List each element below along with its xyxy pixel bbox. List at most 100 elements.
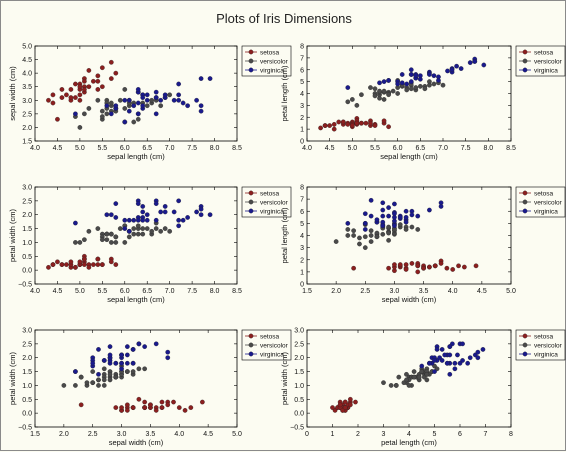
data-point-versicolor [372, 93, 378, 99]
data-point-setosa [330, 405, 335, 410]
data-point-versicolor [368, 239, 374, 244]
data-point-versicolor [122, 240, 128, 245]
data-point-virginica [136, 341, 142, 347]
y-tick-label: 4 [300, 91, 304, 98]
x-tick-label: 8 [509, 431, 513, 438]
data-point-versicolor [131, 231, 137, 237]
data-point-versicolor [397, 222, 403, 227]
data-point-setosa [68, 95, 74, 100]
y-tick-label: 0 [300, 282, 304, 289]
data-point-virginica [480, 347, 486, 352]
data-point-setosa [113, 405, 119, 410]
data-point-virginica [119, 366, 124, 372]
data-point-setosa [318, 125, 323, 131]
data-point-setosa [99, 84, 105, 90]
data-point-virginica [362, 211, 368, 217]
data-point-versicolor [135, 223, 141, 229]
x-tick-label: 3 [382, 431, 386, 438]
data-point-versicolor [113, 234, 119, 240]
data-point-virginica [432, 358, 437, 363]
x-tick-label: 1.5 [302, 288, 312, 295]
legend-marker-setosa [248, 190, 254, 196]
data-point-virginica [392, 223, 397, 229]
data-point-virginica [185, 215, 190, 220]
x-tick-label: 2 [356, 431, 360, 438]
data-point-setosa [342, 399, 348, 405]
data-point-versicolor [345, 99, 351, 105]
data-point-versicolor [377, 95, 382, 101]
x-tick-label: 4.5 [325, 145, 335, 152]
data-point-versicolor [359, 92, 364, 98]
data-point-setosa [353, 399, 358, 405]
data-point-setosa [124, 408, 130, 413]
data-point-versicolor [153, 226, 159, 231]
x-tick-label: 3.0 [117, 431, 127, 438]
data-point-virginica [467, 355, 473, 361]
data-point-virginica [431, 73, 437, 79]
data-point-versicolor [122, 106, 128, 111]
series-virginica [73, 341, 171, 377]
data-point-virginica [153, 89, 159, 95]
legend-label-virginica: virginica [534, 208, 558, 215]
x-tick-label: 5.5 [370, 145, 380, 152]
data-point-versicolor [101, 377, 107, 383]
data-point-versicolor [117, 226, 123, 231]
data-point-versicolor [406, 383, 412, 388]
x-tick-label: 4.0 [30, 145, 40, 152]
data-point-virginica [144, 97, 150, 103]
y-tick-label: 4 [300, 233, 304, 240]
data-point-versicolor [61, 383, 67, 388]
data-point-versicolor [136, 366, 142, 372]
data-point-versicolor [130, 369, 136, 374]
data-point-versicolor [99, 114, 105, 119]
data-point-versicolor [390, 88, 396, 94]
data-point-virginica [457, 360, 463, 366]
x-tick-label: 3.0 [390, 288, 400, 295]
x-tick-label: 7 [484, 431, 488, 438]
legend-marker-versicolor [248, 342, 254, 348]
x-tick-label: 5.0 [75, 288, 85, 295]
data-point-versicolor [377, 88, 382, 94]
series-versicolor [345, 78, 446, 108]
y-tick-label: 2.5 [22, 198, 32, 205]
data-point-versicolor [140, 231, 146, 237]
series-virginica [73, 76, 213, 125]
data-point-setosa [409, 261, 415, 266]
legend: setosa versicolor virginica [241, 186, 292, 218]
data-point-setosa [200, 399, 205, 405]
data-point-virginica [176, 217, 181, 223]
x-axis-label: sepal length (cm) [107, 295, 165, 304]
data-point-setosa [153, 408, 159, 413]
y-tick-label: 3.0 [22, 328, 32, 335]
data-point-versicolor [396, 374, 402, 380]
series-setosa [46, 59, 119, 122]
data-point-virginica [153, 201, 159, 206]
data-point-setosa [450, 267, 456, 272]
legend-marker-setosa [248, 333, 254, 339]
x-tick-label: 1 [331, 431, 335, 438]
data-point-setosa [73, 95, 78, 100]
data-point-versicolor [403, 227, 409, 232]
data-point-versicolor [96, 377, 101, 383]
y-tick-label: 4.0 [22, 71, 32, 78]
data-point-versicolor [167, 228, 173, 234]
data-point-virginica [472, 59, 478, 64]
data-point-setosa [415, 263, 421, 269]
data-point-versicolor [440, 82, 446, 88]
data-point-versicolor [124, 369, 130, 374]
data-point-setosa [142, 399, 148, 405]
x-tick-label: 5.5 [97, 145, 107, 152]
series-virginica [419, 341, 486, 377]
data-point-versicolor [73, 240, 78, 245]
data-point-setosa [77, 92, 83, 98]
data-point-virginica [73, 220, 78, 226]
data-point-setosa [130, 405, 136, 410]
data-point-setosa [113, 70, 119, 76]
y-axis-label: petal width (cm) [280, 352, 289, 405]
data-point-versicolor [101, 383, 107, 388]
data-point-virginica [198, 108, 204, 114]
data-point-setosa [188, 405, 194, 410]
data-point-virginica [368, 197, 374, 203]
data-point-versicolor [408, 86, 414, 92]
